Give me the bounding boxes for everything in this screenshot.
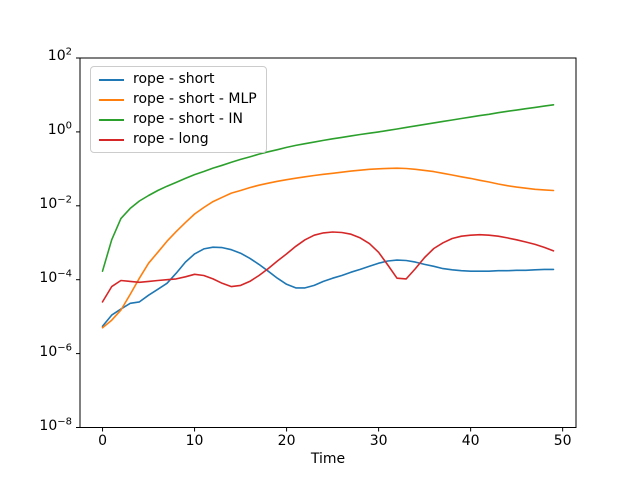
series-line-rope-short-in [101,104,555,273]
legend-entry-rope-short-mlp: rope - short - MLP [99,91,257,108]
series-line-rope-long [101,231,555,303]
x-tick-label: 40 [461,433,480,449]
x-tick-label: 30 [369,433,388,449]
y-tick-label: 10−6 [39,341,72,360]
x-tick-label: 0 [98,433,107,449]
x-tick-label: 10 [185,433,204,449]
y-tick-label: 100 [47,120,72,138]
axes-frame [79,57,577,428]
x-tick-label: 20 [277,433,296,449]
legend-line-swatch [99,98,124,101]
legend-line-swatch [99,138,124,141]
y-tick-label: 102 [47,46,72,64]
legend-line-swatch [99,78,124,81]
legend-label: rope - short - MLP [133,91,257,107]
y-tick-label: 10−8 [39,415,72,434]
legend-label: rope - short [133,71,215,87]
legend-label: rope - long [133,131,209,147]
legend-entry-rope-short-in: rope - short - IN [99,111,257,128]
legend-line-swatch [99,118,124,121]
legend-entry-rope-short: rope - short [99,71,257,88]
y-tick-label: 10−2 [39,194,72,212]
legend-label: rope - short - IN [133,111,243,127]
x-axis-label: Time [310,451,346,467]
y-tick-label: 10−4 [39,268,72,286]
legend-entry-rope-long: rope - long [99,131,257,148]
series-line-rope-short [101,246,555,328]
legend: rope - short rope - short - MLP rope - sho… [90,66,267,153]
series-line-rope-short-mlp [101,167,555,329]
x-tick-label: 50 [553,433,572,449]
